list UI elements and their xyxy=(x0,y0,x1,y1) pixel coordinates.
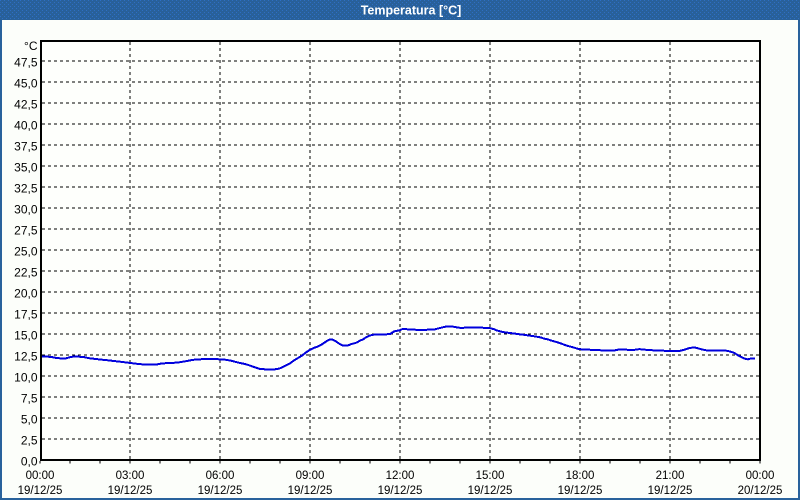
svg-text:0,0: 0,0 xyxy=(21,455,38,469)
svg-text:20,0: 20,0 xyxy=(14,287,38,301)
svg-text:47,5: 47,5 xyxy=(14,56,38,70)
svg-text:7,5: 7,5 xyxy=(21,392,38,406)
svg-text:30,0: 30,0 xyxy=(14,203,38,217)
svg-text:15,0: 15,0 xyxy=(14,329,38,343)
svg-text:17,5: 17,5 xyxy=(14,308,38,322)
svg-text:00:00: 00:00 xyxy=(746,470,775,482)
svg-text:°C: °C xyxy=(24,39,38,53)
svg-text:15:00: 15:00 xyxy=(476,470,505,482)
svg-text:40,0: 40,0 xyxy=(14,119,38,133)
svg-text:03:00: 03:00 xyxy=(116,470,145,482)
svg-text:42,5: 42,5 xyxy=(14,98,38,112)
svg-text:5,0: 5,0 xyxy=(21,413,38,427)
svg-text:18:00: 18:00 xyxy=(566,470,595,482)
svg-text:19/12/25: 19/12/25 xyxy=(558,485,603,497)
svg-text:20/12/25: 20/12/25 xyxy=(738,485,783,497)
svg-text:Temperatura [°C]: Temperatura [°C] xyxy=(361,4,462,18)
svg-text:12,5: 12,5 xyxy=(14,350,38,364)
svg-text:32,5: 32,5 xyxy=(14,182,38,196)
svg-text:22,5: 22,5 xyxy=(14,266,38,280)
svg-text:06:00: 06:00 xyxy=(206,470,235,482)
svg-text:19/12/25: 19/12/25 xyxy=(108,485,153,497)
svg-text:45,0: 45,0 xyxy=(14,77,38,91)
svg-text:25,0: 25,0 xyxy=(14,245,38,259)
svg-text:35,0: 35,0 xyxy=(14,161,38,175)
svg-text:10,0: 10,0 xyxy=(14,371,38,385)
svg-text:19/12/25: 19/12/25 xyxy=(378,485,423,497)
svg-text:19/12/25: 19/12/25 xyxy=(198,485,243,497)
svg-text:09:00: 09:00 xyxy=(296,470,325,482)
svg-text:19/12/25: 19/12/25 xyxy=(288,485,333,497)
svg-text:19/12/25: 19/12/25 xyxy=(18,485,63,497)
svg-text:00:00: 00:00 xyxy=(26,470,55,482)
svg-text:37,5: 37,5 xyxy=(14,140,38,154)
svg-text:2,5: 2,5 xyxy=(21,434,38,448)
svg-text:19/12/25: 19/12/25 xyxy=(648,485,693,497)
svg-text:19/12/25: 19/12/25 xyxy=(468,485,513,497)
svg-text:21:00: 21:00 xyxy=(656,470,685,482)
svg-text:12:00: 12:00 xyxy=(386,470,415,482)
svg-text:27,5: 27,5 xyxy=(14,224,38,238)
